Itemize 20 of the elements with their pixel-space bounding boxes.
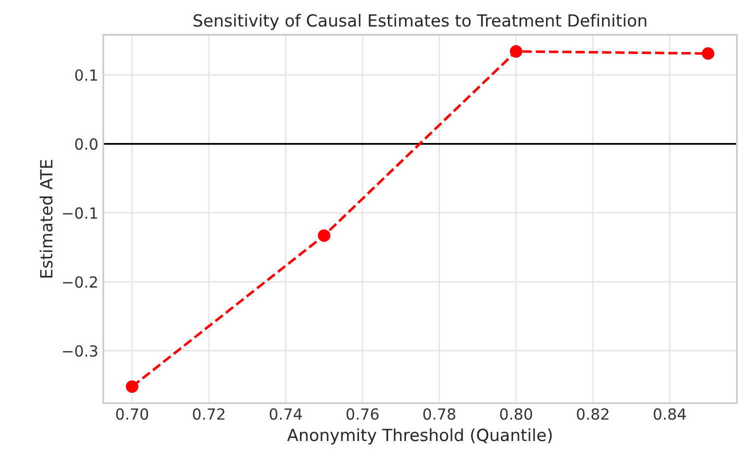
x-tick-label: 0.80: [500, 408, 532, 420]
y-tick-label: −0.3: [62, 345, 98, 357]
point: [702, 47, 714, 60]
y-tick-label: −0.2: [62, 276, 97, 288]
y-tick-label: −0.1: [62, 207, 98, 219]
x-tick-label: 0.76: [346, 408, 379, 420]
x-tick-label: 0.74: [270, 408, 302, 420]
x-tick-label: 0.82: [576, 408, 608, 420]
x-tick-label: 0.72: [192, 408, 224, 420]
point: [318, 229, 330, 242]
point: [510, 45, 522, 58]
x-tick-label: 0.70: [116, 408, 148, 420]
chart-title: Sensitivity of Causal Estimates to Treatment Definition: [194, 14, 646, 30]
x-tick-label: 0.84: [654, 408, 686, 420]
x-axis-title: Anonymity Threshold (Quantile): [287, 428, 552, 444]
x-tick-label: 0.78: [423, 408, 456, 420]
y-tick-label: 0.1: [75, 69, 98, 81]
y-axis-title: Estimated ATE: [40, 160, 53, 278]
point: [126, 380, 138, 393]
y-tick-label: 0.0: [75, 138, 98, 150]
